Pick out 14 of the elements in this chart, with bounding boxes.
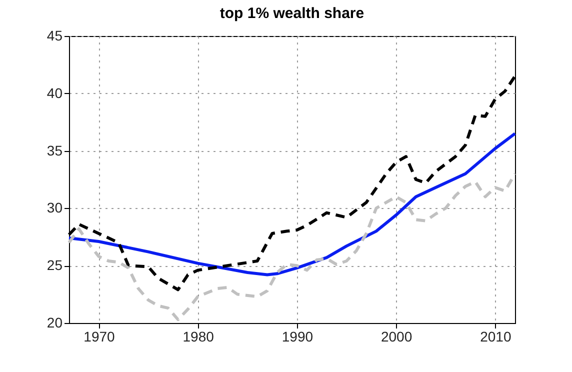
chart-title: top 1% wealth share [220,5,364,22]
line-series [68,132,516,276]
y-tick-label: 30 [46,200,63,216]
y-tick-label: 35 [46,142,63,158]
x-tick-label: 1980 [182,328,214,344]
x-tick-label: 1990 [282,328,314,344]
y-tick-label: 40 [46,84,63,101]
y-tick-label: 20 [46,314,63,330]
y-tick-label: 45 [46,28,63,44]
x-tick-label: 1970 [84,328,116,344]
y-tick-label: 25 [46,257,63,274]
x-tick-label: 2010 [480,328,512,344]
x-tick-label: 2000 [380,328,412,344]
line-series [68,172,516,322]
